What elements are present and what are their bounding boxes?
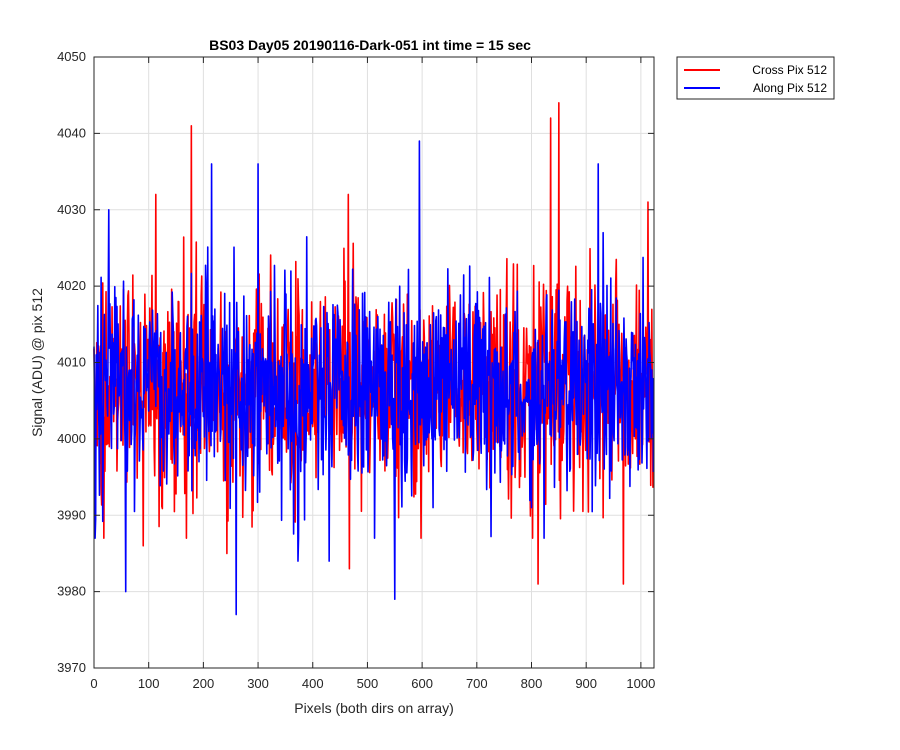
x-axis-label: Pixels (both dirs on array) [294,700,454,716]
series-layer [93,102,655,616]
series-line-along [93,140,655,616]
y-tick-label: 4040 [57,125,86,140]
axis-ticks: 0 100 200 300 400 500 600 700 800 900 1000 3970 3980… [57,49,655,691]
x-tick-label: 700 [466,676,488,691]
y-tick-label: 4020 [57,278,86,293]
x-tick-label: 100 [138,676,160,691]
y-tick-label: 3990 [57,507,86,522]
x-tick-label: 0 [90,676,97,691]
x-tick-label: 900 [575,676,597,691]
x-tick-label: 800 [521,676,543,691]
x-tick-label: 200 [193,676,215,691]
legend-label-along: Along Pix 512 [753,81,827,95]
y-tick-label: 4050 [57,49,86,64]
y-tick-label: 4030 [57,202,86,217]
y-axis-label: Signal (ADU) @ pix 512 [29,288,45,437]
legend: Cross Pix 512 Along Pix 512 [676,56,835,100]
x-tick-label: 500 [357,676,379,691]
y-tick-label: 3980 [57,584,86,599]
x-tick-label: 400 [302,676,324,691]
y-tick-label: 4000 [57,431,86,446]
chart-title: BS03 Day05 20190116-Dark-051 int time = … [209,37,531,53]
y-tick-label: 3970 [57,660,86,675]
x-tick-label: 1000 [626,676,655,691]
legend-box [676,56,835,100]
legend-label-cross: Cross Pix 512 [752,63,827,77]
x-tick-label: 300 [247,676,269,691]
y-tick-label: 4010 [57,355,86,370]
x-tick-label: 600 [411,676,433,691]
